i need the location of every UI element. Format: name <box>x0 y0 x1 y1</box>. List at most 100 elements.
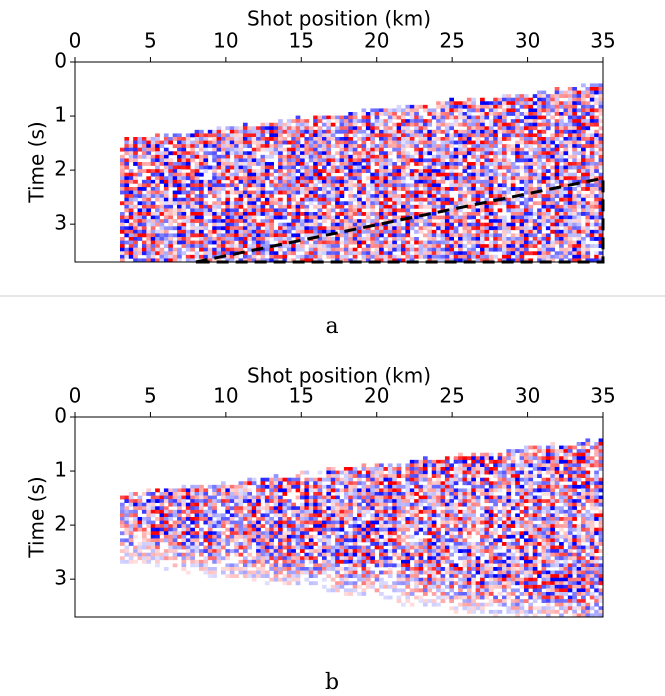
seismic-cell <box>361 133 367 138</box>
seismic-cell <box>541 122 547 127</box>
seismic-cell <box>256 183 261 188</box>
seismic-cell <box>120 559 125 564</box>
seismic-cell <box>343 484 349 489</box>
seismic-cell <box>321 133 327 138</box>
seismic-cell <box>159 233 165 238</box>
seismic-cell <box>401 183 406 188</box>
seismic-cell <box>431 147 437 152</box>
seismic-cell <box>519 94 525 99</box>
seismic-cell <box>282 534 288 539</box>
seismic-cell <box>260 208 266 213</box>
seismic-cell <box>497 140 503 145</box>
seismic-cell <box>304 502 310 507</box>
seismic-cell <box>172 254 178 259</box>
seismic-cell <box>374 133 380 138</box>
seismic-cell <box>427 165 433 170</box>
seismic-cell <box>242 233 248 238</box>
seismic-cell <box>365 215 371 220</box>
seismic-cell <box>199 534 204 539</box>
seismic-cell <box>181 158 187 163</box>
seismic-cell <box>427 226 433 231</box>
seismic-cell <box>256 531 261 536</box>
seismic-cell <box>304 194 310 199</box>
seismic-cell <box>185 176 191 181</box>
seismic-cell <box>440 172 446 177</box>
seismic-cell <box>348 258 354 263</box>
seismic-cell <box>163 517 169 521</box>
seismic-cell <box>133 144 138 149</box>
seismic-cell <box>155 542 160 546</box>
seismic-cell <box>295 477 301 482</box>
seismic-cell <box>168 247 173 252</box>
seismic-cell <box>559 90 564 95</box>
seismic-cell <box>269 477 274 482</box>
seismic-cell <box>264 208 270 213</box>
seismic-cell <box>150 154 156 159</box>
seismic-cell <box>444 187 450 191</box>
seismic-cell <box>458 183 463 188</box>
seismic-cell <box>304 552 310 557</box>
seismic-cell <box>168 169 173 174</box>
seismic-cell <box>502 144 507 149</box>
seismic-cell <box>585 94 591 99</box>
seismic-cell <box>352 212 358 216</box>
seismic-cell <box>370 187 375 191</box>
seismic-cell <box>238 176 244 181</box>
seismic-cell <box>269 481 274 486</box>
seismic-cell <box>199 172 204 177</box>
seismic-cell <box>475 254 481 259</box>
seismic-cell <box>212 212 217 216</box>
seismic-cell <box>225 158 231 163</box>
seismic-cell <box>190 222 195 227</box>
seismic-cell <box>128 502 134 507</box>
seismic-cell <box>444 154 450 159</box>
seismic-cell <box>576 97 582 102</box>
seismic-cell <box>506 147 512 152</box>
seismic-cell <box>199 222 204 227</box>
seismic-cell <box>203 165 209 170</box>
seismic-cell <box>440 112 446 116</box>
seismic-cell <box>567 162 573 166</box>
seismic-cell <box>286 165 292 170</box>
seismic-cell <box>488 222 494 227</box>
seismic-cell <box>291 183 296 188</box>
seismic-cell <box>475 222 481 227</box>
seismic-cell <box>379 201 384 206</box>
seismic-cell <box>374 258 380 263</box>
seismic-cell <box>216 556 222 561</box>
seismic-cell <box>493 137 498 141</box>
seismic-cell <box>431 212 437 216</box>
seismic-cell <box>207 538 213 543</box>
seismic-cell <box>343 592 349 596</box>
seismic-cell <box>225 574 231 579</box>
seismic-cell <box>194 137 200 141</box>
seismic-cell <box>203 492 209 496</box>
seismic-cell <box>598 244 604 249</box>
seismic-cell <box>519 133 525 138</box>
seismic-cell <box>493 119 498 124</box>
seismic-cell <box>225 151 231 156</box>
seismic-cell <box>449 97 455 102</box>
seismic-cell <box>541 215 547 220</box>
seismic-cell <box>185 197 191 202</box>
seismic-cell <box>422 165 428 170</box>
seismic-cell <box>225 190 231 195</box>
seismic-cell <box>396 104 402 109</box>
seismic-cell <box>563 254 569 259</box>
seismic-cell <box>493 162 498 166</box>
seismic-cell <box>374 187 380 191</box>
seismic-cell <box>291 219 296 224</box>
seismic-cell <box>462 112 468 116</box>
seismic-cell <box>401 258 406 263</box>
seismic-cell <box>528 158 534 163</box>
seismic-cell <box>291 570 296 575</box>
seismic-cell <box>440 215 446 220</box>
seismic-cell <box>291 258 296 263</box>
seismic-cell <box>585 104 591 109</box>
seismic-cell <box>124 140 130 145</box>
seismic-cell <box>475 115 481 120</box>
seismic-cell <box>365 151 371 156</box>
seismic-cell <box>339 552 345 557</box>
seismic-cell <box>278 247 283 252</box>
seismic-cell <box>493 97 498 102</box>
